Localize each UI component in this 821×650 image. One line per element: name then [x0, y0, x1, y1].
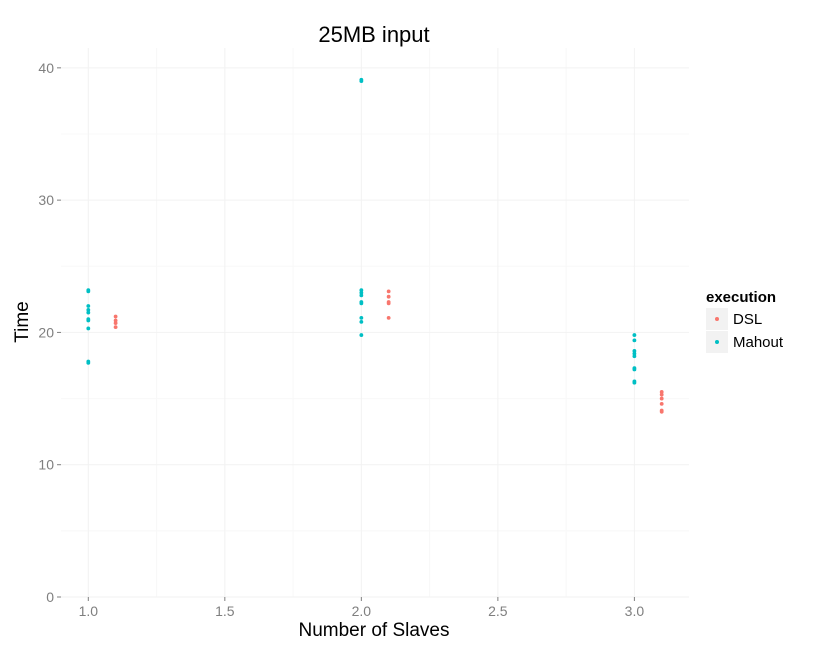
y-tick-label: 0: [46, 589, 54, 605]
mahout-legend-label: Mahout: [733, 334, 784, 351]
mahout-point: [632, 351, 637, 356]
x-tick-label: 2.5: [488, 603, 508, 619]
dsl-legend-label: DSL: [733, 311, 762, 328]
mahout-point: [632, 367, 637, 372]
mahout-point: [359, 293, 364, 298]
dsl-point: [659, 396, 664, 401]
y-axis-title: Time: [12, 301, 33, 343]
y-tick-label: 40: [38, 60, 54, 76]
x-tick-label: 1.5: [215, 603, 235, 619]
dsl-point: [659, 401, 664, 406]
dsl-point: [386, 301, 391, 306]
dsl-point: [113, 325, 118, 330]
x-tick-label: 1.0: [79, 603, 99, 619]
dsl-point: [386, 294, 391, 299]
legend-title: execution: [706, 289, 776, 306]
data-points: [86, 77, 664, 414]
dsl-point: [659, 409, 664, 414]
mahout-point: [359, 301, 364, 306]
dsl-legend-marker: [715, 317, 719, 321]
plot-panel: [61, 48, 689, 597]
mahout-point: [632, 338, 637, 343]
dsl-point: [386, 315, 391, 320]
y-tick-label: 30: [38, 192, 54, 208]
mahout-point: [632, 354, 637, 359]
y-tick-label: 20: [38, 324, 54, 340]
mahout-point: [86, 360, 91, 365]
dsl-point: [113, 321, 118, 326]
dsl-point: [113, 314, 118, 319]
axis-ticks: 1.0 1.5 2.0 2.5 3.0 0 10 20 30 40: [38, 60, 644, 619]
mahout-point: [359, 290, 364, 295]
mahout-point: [86, 318, 91, 323]
y-tick-label: 10: [38, 457, 54, 473]
mahout-point: [359, 333, 364, 337]
dsl-point: [113, 318, 118, 323]
mahout-point: [359, 319, 364, 324]
chart-title: 25MB input: [318, 22, 429, 47]
legend: execution DSL Mahout: [706, 289, 784, 353]
mahout-point: [632, 349, 637, 353]
mahout-point: [359, 79, 364, 83]
x-axis-title: Number of Slaves: [298, 620, 449, 641]
mahout-point: [86, 310, 91, 315]
mahout-point: [86, 289, 91, 294]
mahout-legend-marker: [715, 340, 719, 344]
dsl-point: [659, 390, 664, 394]
mahout-point: [632, 333, 637, 337]
mahout-point: [86, 308, 91, 312]
dsl-point: [659, 392, 664, 397]
mahout-point: [359, 315, 364, 320]
x-tick-label: 2.0: [352, 603, 372, 619]
mahout-point: [86, 326, 91, 331]
mahout-point: [632, 380, 637, 385]
mahout-point: [359, 288, 364, 292]
dsl-point: [386, 289, 391, 294]
x-tick-label: 3.0: [625, 603, 645, 619]
mahout-point: [86, 304, 91, 308]
